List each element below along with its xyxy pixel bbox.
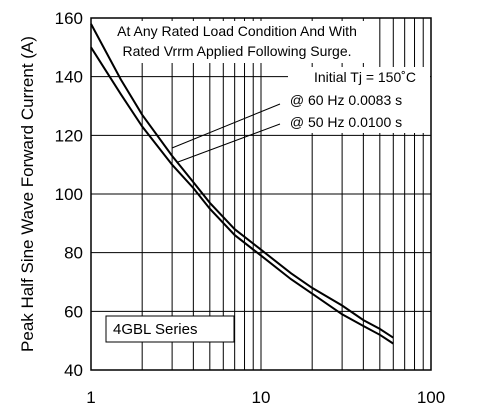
x-tick-label: 10 xyxy=(252,388,271,407)
series-1-line xyxy=(90,23,394,339)
y-axis-label: Peak Half Sine Wave Forward Current (A) xyxy=(18,36,37,352)
series-label-box xyxy=(105,315,235,343)
y-tick-label: 60 xyxy=(64,302,83,321)
grid xyxy=(91,18,431,370)
annotation-background xyxy=(116,21,366,63)
y-tick-label: 100 xyxy=(55,185,83,204)
annotation-60hz: @ 60 Hz 0.0083 s xyxy=(290,92,402,108)
y-tick-label: 40 xyxy=(64,361,83,380)
leader-line-60hz xyxy=(171,103,281,149)
x-tick-label: 100 xyxy=(417,388,445,407)
annotation-leader-lines xyxy=(171,103,281,163)
annotation-initial-tj: Initial Tj = 150˚C xyxy=(314,69,416,85)
plot-frame xyxy=(90,17,432,371)
annotation-50hz: @ 50 Hz 0.0100 s xyxy=(290,114,402,130)
annotation-line-1: At Any Rated Load Condition And With xyxy=(117,23,357,39)
y-tick-label: 160 xyxy=(55,9,83,28)
x-tick-label: 1 xyxy=(86,388,95,407)
annotation-line-2: Rated Vrrm Applied Following Surge. xyxy=(122,43,351,59)
curves xyxy=(90,23,394,345)
series-name-label: 4GBL Series xyxy=(113,321,198,338)
y-tick-label: 80 xyxy=(64,244,83,263)
leader-line-50hz xyxy=(177,123,281,163)
series-2-line xyxy=(90,46,394,345)
y-tick-label: 140 xyxy=(55,68,83,87)
annotation-background xyxy=(288,67,430,133)
y-tick-label: 120 xyxy=(55,126,83,145)
tick-labels: 40 60 80 100 120 140 160 1 10 100 xyxy=(55,9,446,407)
